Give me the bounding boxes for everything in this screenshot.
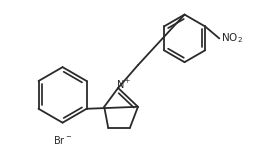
Text: N$^+$: N$^+$ — [116, 77, 132, 91]
Text: NO$_2$: NO$_2$ — [221, 32, 243, 45]
Text: Br$^-$: Br$^-$ — [53, 133, 72, 146]
